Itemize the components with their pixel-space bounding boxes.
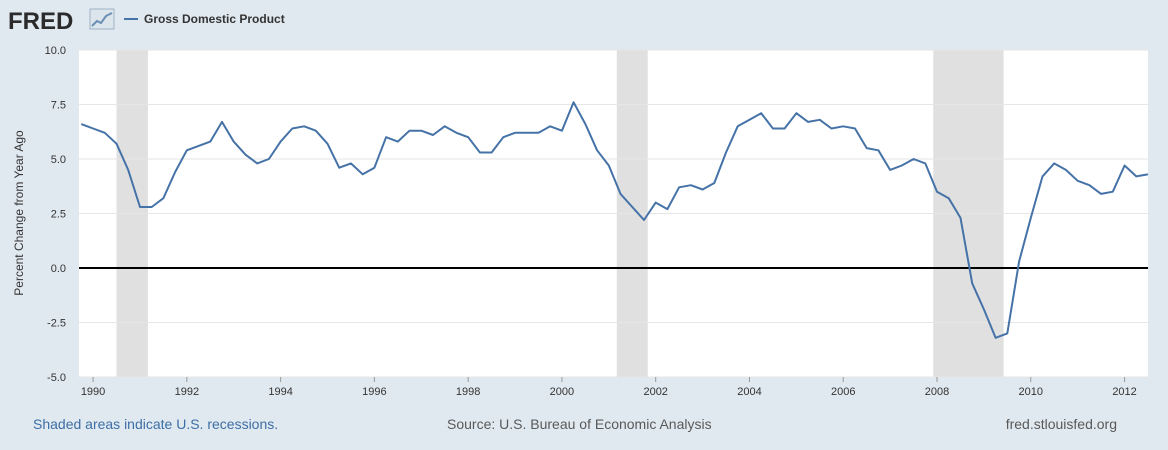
y-tick-labels: -5.0 -2.5 0.0 2.5 5.0 7.5 10.0 (45, 45, 66, 384)
y-tick-label: 0.0 (51, 263, 66, 275)
fred-chart-logo-icon (89, 8, 115, 30)
x-tick-label: 2012 (1112, 386, 1136, 398)
gridlines (79, 49, 1148, 378)
y-axis-label: Percent Change from Year Ago (12, 130, 26, 296)
recession-note-link[interactable]: Shaded areas indicate U.S. recessions. (33, 416, 279, 432)
x-tick-labels: 1990 1992 1994 1996 1998 2000 2002 2004 2006 2008… (81, 377, 1137, 398)
site-link[interactable]: fred.stlouisfed.org (1005, 416, 1117, 432)
x-tick-label: 2000 (550, 386, 574, 398)
y-tick-label: 5.0 (51, 154, 66, 166)
x-tick-label: 2004 (737, 386, 761, 398)
fred-logo-text[interactable]: FRED (8, 8, 73, 35)
x-tick-label: 1998 (456, 386, 480, 398)
x-tick-label: 1992 (175, 386, 199, 398)
x-tick-label: 2002 (643, 386, 667, 398)
y-tick-label: 10.0 (45, 45, 66, 57)
x-tick-label: 1996 (362, 386, 386, 398)
source-text: Source: U.S. Bureau of Economic Analysis (447, 416, 712, 432)
legend-label[interactable]: Gross Domestic Product (144, 12, 285, 26)
x-tick-label: 2010 (1019, 386, 1043, 398)
header: FRED Gross Domestic Product (8, 8, 285, 35)
series-line-gdp[interactable] (80, 101, 1149, 339)
y-tick-label: 7.5 (51, 100, 66, 112)
x-tick-label: 1990 (81, 386, 105, 398)
y-tick-label: -2.5 (47, 318, 66, 330)
x-tick-label: 2008 (925, 386, 949, 398)
x-tick-label: 2006 (831, 386, 855, 398)
x-tick-label: 1994 (268, 386, 292, 398)
y-tick-label: 2.5 (51, 209, 66, 221)
y-tick-label: -5.0 (47, 372, 66, 384)
